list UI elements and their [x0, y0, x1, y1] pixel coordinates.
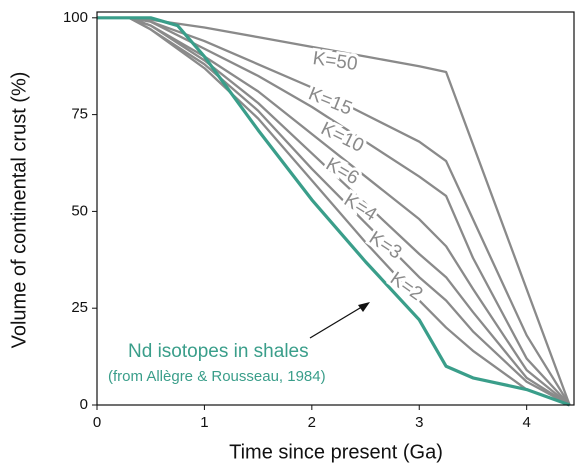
series-line — [97, 16, 571, 406]
y-tick-label: 25 — [71, 299, 88, 316]
series-line — [97, 16, 571, 407]
curve-label: K=15 — [305, 83, 355, 119]
x-tick-label: 3 — [415, 414, 423, 431]
y-tick-label: 100 — [63, 9, 88, 26]
x-tick-label: 2 — [308, 414, 316, 431]
curve-label: K=50 — [311, 48, 358, 75]
series-line — [97, 16, 571, 406]
curve-label: K=2 — [386, 268, 426, 305]
plot-frame — [96, 11, 575, 406]
x-axis-label: Time since present (Ga) — [229, 441, 443, 463]
y-tick-label: 0 — [80, 396, 88, 413]
arrow-line — [309, 304, 366, 339]
x-tick-label: 1 — [200, 414, 208, 431]
x-tick-label: 0 — [93, 414, 101, 431]
y-axis-label: Volume of continental crust (%) — [8, 72, 30, 349]
y-tick-label: 75 — [71, 106, 88, 123]
y-tick-label: 50 — [71, 202, 88, 219]
arrow-head — [358, 302, 370, 312]
series-line — [97, 16, 571, 407]
x-tick-label: 4 — [522, 414, 530, 431]
annotation: (from Allègre & Rousseau, 1984) — [108, 368, 326, 385]
curve-label: K=10 — [317, 118, 367, 157]
legend-label: Nd isotopes in shales — [128, 341, 309, 362]
